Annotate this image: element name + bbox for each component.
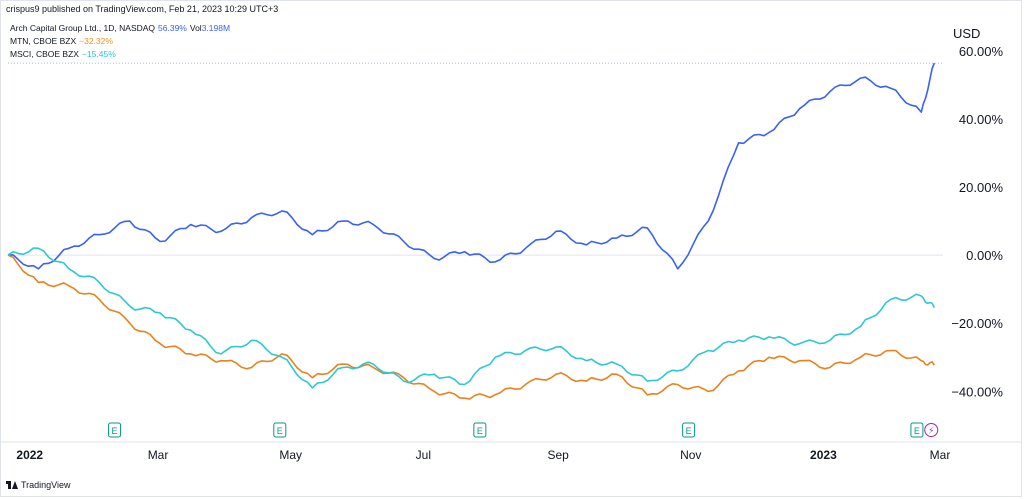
earnings-badge-box [682, 422, 696, 438]
y-tick-label: 20.00% [959, 180, 1004, 195]
dividend-badge-circle [924, 423, 939, 437]
dividend-badge[interactable]: ⚡ [924, 423, 939, 437]
legend-volume-value: 3.198M [201, 23, 231, 33]
earnings-badge-label: E [686, 426, 692, 436]
earnings-badge-label: E [914, 426, 920, 436]
x-tick-label: Nov [680, 448, 701, 462]
footer-brand-label: TradingView [21, 480, 71, 490]
y-tick-label: 60.00% [959, 44, 1004, 59]
x-tick-label: 2022 [16, 448, 43, 462]
series-line-0 [7, 62, 936, 270]
series-legend: Arch Capital Group Ltd., 1D, NASDAQ 56.39… [10, 22, 233, 61]
x-tick-label: Jul [416, 448, 431, 462]
earnings-badge-box [473, 422, 487, 438]
y-tick-label: 40.00% [959, 112, 1004, 127]
x-tick-label: Mar [930, 448, 951, 462]
earnings-badge-label: E [477, 426, 483, 436]
earnings-badge[interactable]: E [682, 422, 696, 438]
earnings-badge[interactable]: E [910, 422, 924, 438]
earnings-badge-box [108, 422, 122, 438]
earnings-badge[interactable]: E [108, 422, 122, 438]
publisher-line: crispus9 published on TradingView.com, F… [6, 4, 279, 14]
lightning-icon: ⚡ [928, 427, 934, 437]
x-tick-label: May [279, 448, 302, 462]
legend-series-name: Arch Capital Group Ltd., 1D, NASDAQ [10, 23, 156, 33]
y-tick-label: −20.00% [951, 316, 1003, 331]
legend-series-value: −32.32% [79, 36, 113, 46]
earnings-badge-label: E [277, 426, 283, 436]
earnings-badge[interactable]: E [273, 422, 287, 438]
footer-brand[interactable]: TradingView [6, 480, 71, 490]
legend-series-name: MSCI, CBOE BZX [10, 49, 79, 59]
legend-row[interactable]: MSCI, CBOE BZX −15.45% [10, 48, 233, 61]
legend-volume-label: Vol [189, 23, 202, 33]
earnings-badge-box [910, 422, 924, 438]
legend-series-value: 56.39% [158, 23, 187, 33]
legend-volume: Vol3.198M [190, 23, 233, 33]
legend-row[interactable]: Arch Capital Group Ltd., 1D, NASDAQ 56.39… [10, 22, 233, 35]
x-tick-label: 2023 [810, 448, 837, 462]
series-line-2 [7, 247, 936, 389]
earnings-badge-label: E [112, 426, 118, 436]
tradingview-logo-icon [6, 481, 18, 489]
y-tick-label: −40.00% [951, 384, 1003, 399]
legend-series-value: −15.45% [81, 49, 116, 59]
y-tick-label: 0.00% [966, 248, 1003, 263]
y-axis-currency-label: USD [953, 26, 981, 41]
legend-row[interactable]: MTN, CBOE BZX −32.32% [10, 35, 233, 48]
x-tick-label: Mar [148, 448, 169, 462]
earnings-badge-box [273, 422, 287, 438]
x-tick-label: Sep [547, 448, 569, 462]
series-line-1 [7, 254, 935, 400]
legend-series-name: MTN, CBOE BZX [10, 36, 77, 46]
earnings-badge[interactable]: E [473, 422, 487, 438]
